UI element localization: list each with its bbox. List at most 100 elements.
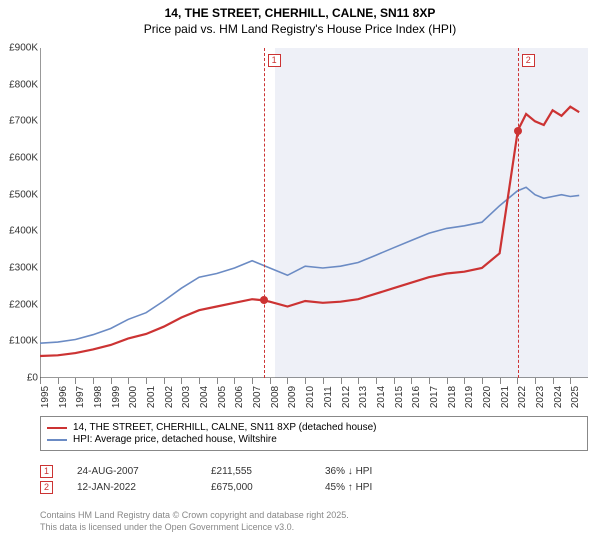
- title-subtitle: Price paid vs. HM Land Registry's House …: [0, 22, 600, 36]
- legend-row-red: 14, THE STREET, CHERHILL, CALNE, SN11 8X…: [47, 422, 581, 433]
- x-axis-label: 1995: [40, 386, 51, 408]
- x-axis-label: 2004: [199, 386, 210, 408]
- y-axis-label: £900K: [0, 43, 38, 54]
- plot-lines-svg: [40, 48, 588, 378]
- x-axis-label: 2015: [394, 386, 405, 408]
- x-axis-label: 2024: [553, 386, 564, 408]
- series-line: [40, 187, 579, 343]
- x-axis-label: 2020: [482, 386, 493, 408]
- x-axis-tick: [58, 378, 59, 384]
- x-axis-label: 2003: [181, 386, 192, 408]
- x-axis-label: 2018: [447, 386, 458, 408]
- marker-table-delta: 36% ↓ HPI: [325, 466, 425, 477]
- x-axis-tick: [146, 378, 147, 384]
- x-axis-label: 2008: [270, 386, 281, 408]
- y-axis-label: £300K: [0, 263, 38, 274]
- x-axis-label: 2002: [164, 386, 175, 408]
- chart-container: 14, THE STREET, CHERHILL, CALNE, SN11 8X…: [0, 0, 600, 560]
- x-axis-label: 2022: [517, 386, 528, 408]
- marker-table-price: £675,000: [211, 482, 301, 493]
- x-axis-tick: [164, 378, 165, 384]
- marker-number-box: 2: [522, 54, 535, 67]
- x-axis-tick: [287, 378, 288, 384]
- x-axis-label: 1999: [111, 386, 122, 408]
- x-axis-label: 2013: [358, 386, 369, 408]
- marker-dot: [260, 296, 268, 304]
- y-axis-label: £700K: [0, 116, 38, 127]
- x-axis-label: 1998: [93, 386, 104, 408]
- x-axis-label: 2000: [128, 386, 139, 408]
- marker-table-row: 2 12-JAN-2022 £675,000 45% ↑ HPI: [40, 481, 588, 494]
- marker-table-price: £211,555: [211, 466, 301, 477]
- x-axis-tick: [341, 378, 342, 384]
- x-axis-tick: [429, 378, 430, 384]
- marker-table-num: 2: [40, 481, 53, 494]
- x-axis-tick: [270, 378, 271, 384]
- legend: 14, THE STREET, CHERHILL, CALNE, SN11 8X…: [40, 416, 588, 451]
- copyright-line2: This data is licensed under the Open Gov…: [40, 522, 349, 534]
- x-axis-tick: [570, 378, 571, 384]
- x-axis-tick: [500, 378, 501, 384]
- x-axis-tick: [111, 378, 112, 384]
- x-axis-label: 2017: [429, 386, 440, 408]
- x-axis-label: 2007: [252, 386, 263, 408]
- x-axis-tick: [464, 378, 465, 384]
- x-axis-tick: [394, 378, 395, 384]
- x-axis-tick: [411, 378, 412, 384]
- marker-table: 1 24-AUG-2007 £211,555 36% ↓ HPI 2 12-JAN-202…: [40, 462, 588, 497]
- x-axis-tick: [323, 378, 324, 384]
- x-axis-tick: [93, 378, 94, 384]
- x-axis-label: 1997: [75, 386, 86, 408]
- x-axis-tick: [482, 378, 483, 384]
- x-axis-label: 2025: [570, 386, 581, 408]
- marker-table-row: 1 24-AUG-2007 £211,555 36% ↓ HPI: [40, 465, 588, 478]
- y-axis-label: £100K: [0, 336, 38, 347]
- x-axis-label: 2012: [341, 386, 352, 408]
- marker-table-date: 24-AUG-2007: [77, 466, 187, 477]
- x-axis-tick: [217, 378, 218, 384]
- marker-table-date: 12-JAN-2022: [77, 482, 187, 493]
- marker-table-num: 1: [40, 465, 53, 478]
- x-axis-label: 2001: [146, 386, 157, 408]
- x-axis-tick: [447, 378, 448, 384]
- y-axis-label: £0: [0, 373, 38, 384]
- x-axis-tick: [517, 378, 518, 384]
- x-axis-tick: [358, 378, 359, 384]
- series-line: [40, 107, 579, 356]
- x-axis-tick: [535, 378, 536, 384]
- y-axis-label: £500K: [0, 189, 38, 200]
- marker-number-box: 1: [268, 54, 281, 67]
- x-axis-tick: [128, 378, 129, 384]
- x-axis-label: 1996: [58, 386, 69, 408]
- x-axis-label: 2023: [535, 386, 546, 408]
- y-axis-label: £600K: [0, 153, 38, 164]
- legend-swatch-blue: [47, 439, 67, 441]
- x-axis-tick: [234, 378, 235, 384]
- x-axis-label: 2016: [411, 386, 422, 408]
- x-axis-tick: [181, 378, 182, 384]
- legend-label-blue: HPI: Average price, detached house, Wilt…: [73, 434, 277, 445]
- marker-vline: [264, 48, 265, 378]
- plot-area: £0£100K£200K£300K£400K£500K£600K£700K£80…: [40, 48, 588, 378]
- y-axis-label: £400K: [0, 226, 38, 237]
- x-axis-label: 2019: [464, 386, 475, 408]
- marker-dot: [514, 127, 522, 135]
- legend-label-red: 14, THE STREET, CHERHILL, CALNE, SN11 8X…: [73, 422, 376, 433]
- legend-swatch-red: [47, 427, 67, 429]
- x-axis-label: 2021: [500, 386, 511, 408]
- x-axis-label: 2009: [287, 386, 298, 408]
- x-axis-tick: [75, 378, 76, 384]
- x-axis-label: 2014: [376, 386, 387, 408]
- legend-row-blue: HPI: Average price, detached house, Wilt…: [47, 434, 581, 445]
- marker-vline: [518, 48, 519, 378]
- title-address: 14, THE STREET, CHERHILL, CALNE, SN11 8X…: [0, 6, 600, 20]
- chart-titles: 14, THE STREET, CHERHILL, CALNE, SN11 8X…: [0, 0, 600, 38]
- x-axis-tick: [305, 378, 306, 384]
- x-axis-tick: [553, 378, 554, 384]
- marker-table-delta: 45% ↑ HPI: [325, 482, 425, 493]
- x-axis-label: 2006: [234, 386, 245, 408]
- x-axis-tick: [199, 378, 200, 384]
- y-axis-label: £800K: [0, 79, 38, 90]
- x-axis-label: 2010: [305, 386, 316, 408]
- y-axis-label: £200K: [0, 299, 38, 310]
